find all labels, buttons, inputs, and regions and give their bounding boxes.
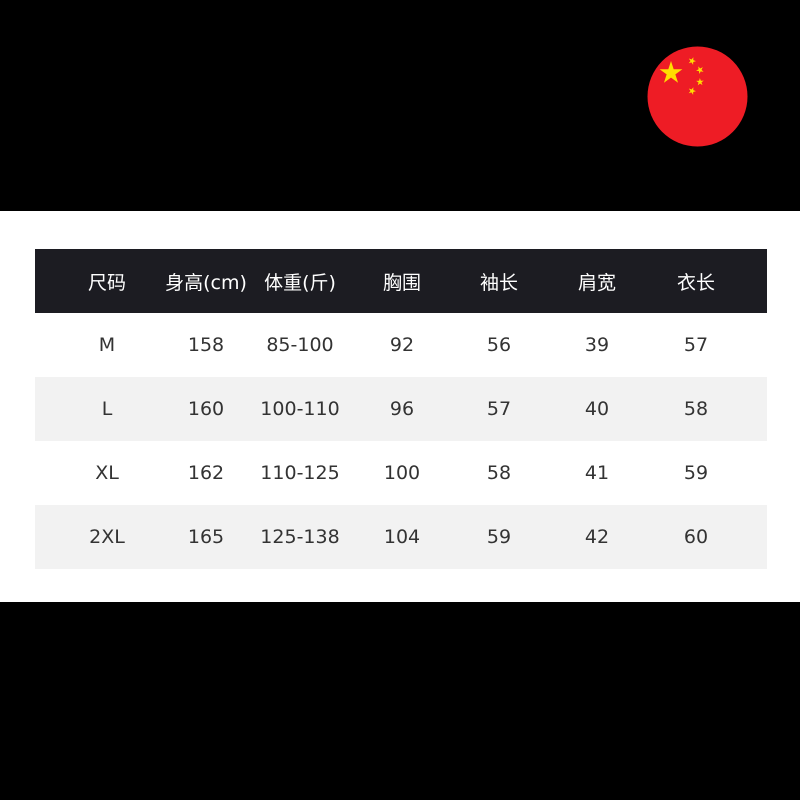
cell-height: 158 [187, 334, 225, 356]
header-sleeve: 袖长 [479, 271, 519, 294]
size-table: 尺码 身高(cm) 体重(斤) 胸围 袖长 肩宽 衣长 M 158 85-100 92 56 39 57… [35, 249, 767, 569]
cell-length: 57 [683, 334, 709, 356]
cell-shoulder: 40 [584, 398, 610, 420]
header-shoulder: 肩宽 [577, 271, 617, 294]
cell-weight: 110-125 [260, 462, 340, 484]
header-chest: 胸围 [382, 271, 422, 294]
cell-weight: 85-100 [266, 334, 334, 356]
header-length: 衣长 [676, 271, 716, 294]
cell-sleeve: 58 [486, 462, 512, 484]
cell-length: 60 [683, 526, 709, 548]
table-header: 尺码 身高(cm) 体重(斤) 胸围 袖长 肩宽 衣长 [35, 249, 767, 313]
table-row: 2XL 165 125-138 104 59 42 60 [35, 505, 767, 569]
cell-chest: 92 [389, 334, 415, 356]
china-flag-icon [647, 46, 748, 147]
header-size: 尺码 [87, 271, 127, 294]
cell-shoulder: 39 [584, 334, 610, 356]
cell-height: 165 [187, 526, 225, 548]
cell-size: M [98, 334, 116, 356]
cell-height: 162 [187, 462, 225, 484]
cell-sleeve: 57 [486, 398, 512, 420]
cell-sleeve: 56 [486, 334, 512, 356]
table-row: M 158 85-100 92 56 39 57 [35, 313, 767, 377]
cell-size: L [101, 398, 113, 420]
cell-weight: 100-110 [260, 398, 340, 420]
table-row: XL 162 110-125 100 58 41 59 [35, 441, 767, 505]
table-row: L 160 100-110 96 57 40 58 [35, 377, 767, 441]
cell-length: 59 [683, 462, 709, 484]
cell-chest: 96 [389, 398, 415, 420]
header-weight: 体重(斤) [264, 271, 336, 294]
cell-shoulder: 41 [584, 462, 610, 484]
cell-size: 2XL [89, 526, 125, 548]
cell-shoulder: 42 [584, 526, 610, 548]
cell-chest: 104 [383, 526, 421, 548]
cell-height: 160 [187, 398, 225, 420]
cell-sleeve: 59 [486, 526, 512, 548]
cell-chest: 100 [383, 462, 421, 484]
size-chart-panel: 尺码 身高(cm) 体重(斤) 胸围 袖长 肩宽 衣长 M 158 85-100 92 56 39 57… [0, 211, 800, 602]
cell-size: XL [95, 462, 119, 484]
header-height: 身高(cm) [165, 271, 247, 294]
cell-length: 58 [683, 398, 709, 420]
cell-weight: 125-138 [260, 526, 340, 548]
